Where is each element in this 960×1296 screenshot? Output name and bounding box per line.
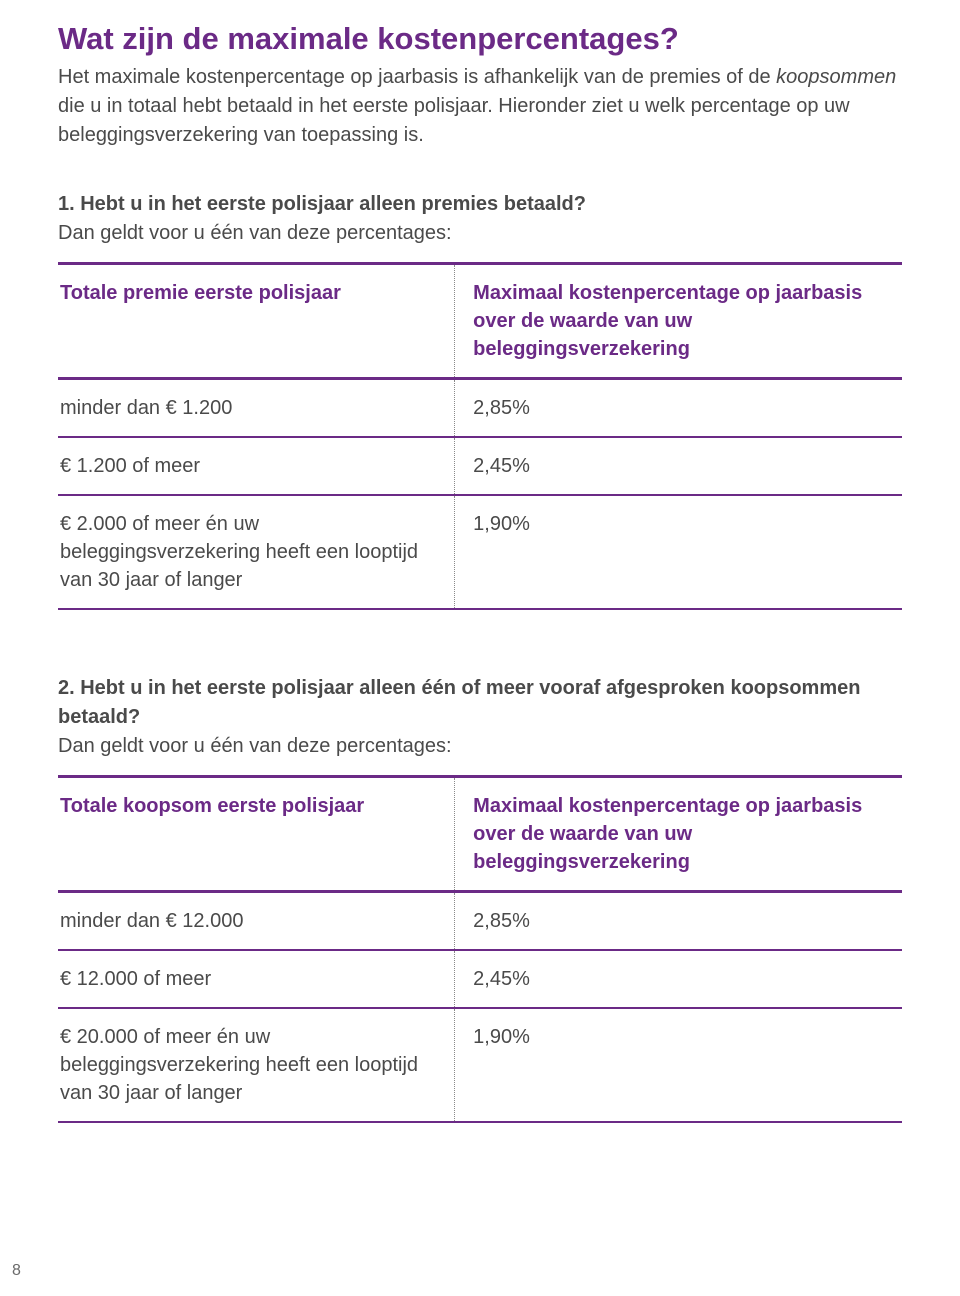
intro-text-2: die u in totaal hebt betaald in het eers… bbox=[58, 95, 850, 146]
section1-subtext: Dan geldt voor u één van deze percentage… bbox=[58, 219, 902, 248]
intro-paragraph: Het maximale kostenpercentage op jaarbas… bbox=[58, 63, 902, 150]
table-cell-left: minder dan € 1.200 bbox=[58, 379, 455, 438]
table-header-right: Maximaal kostenpercentage op jaarbasis o… bbox=[455, 264, 902, 379]
page-number: 8 bbox=[12, 1262, 21, 1280]
table-cell-left: minder dan € 12.000 bbox=[58, 892, 455, 951]
table-header-left: Totale premie eerste polisjaar bbox=[58, 264, 455, 379]
table-section1: Totale premie eerste polisjaar Maximaal … bbox=[58, 262, 902, 610]
table-row: minder dan € 1.200 2,85% bbox=[58, 379, 902, 438]
table-cell-left: € 20.000 of meer én uw beleggingsverzeke… bbox=[58, 1008, 455, 1122]
table-header-right: Maximaal kostenpercentage op jaarbasis o… bbox=[455, 777, 902, 892]
section2-subtext: Dan geldt voor u één van deze percentage… bbox=[58, 732, 902, 761]
intro-italic: koopsommen bbox=[776, 66, 896, 88]
table-cell-left: € 12.000 of meer bbox=[58, 950, 455, 1008]
table-header-row: Totale premie eerste polisjaar Maximaal … bbox=[58, 264, 902, 379]
table-row: minder dan € 12.000 2,85% bbox=[58, 892, 902, 951]
table-cell-right: 1,90% bbox=[455, 495, 902, 609]
table-header-row: Totale koopsom eerste polisjaar Maximaal… bbox=[58, 777, 902, 892]
table-row: € 1.200 of meer 2,45% bbox=[58, 437, 902, 495]
table-row: € 2.000 of meer én uw beleggingsverzeker… bbox=[58, 495, 902, 609]
table-cell-right: 2,45% bbox=[455, 950, 902, 1008]
table-cell-left: € 2.000 of meer én uw beleggingsverzeker… bbox=[58, 495, 455, 609]
table-cell-right: 2,85% bbox=[455, 892, 902, 951]
table-cell-right: 2,45% bbox=[455, 437, 902, 495]
section2-heading: 2. Hebt u in het eerste polisjaar alleen… bbox=[58, 674, 902, 732]
section1-heading: 1. Hebt u in het eerste polisjaar alleen… bbox=[58, 190, 902, 219]
document-page: Wat zijn de maximale kostenpercentages? … bbox=[0, 0, 960, 1296]
table-header-left: Totale koopsom eerste polisjaar bbox=[58, 777, 455, 892]
table-row: € 20.000 of meer én uw beleggingsverzeke… bbox=[58, 1008, 902, 1122]
intro-text-1: Het maximale kostenpercentage op jaarbas… bbox=[58, 66, 776, 88]
table-cell-left: € 1.200 of meer bbox=[58, 437, 455, 495]
table-row: € 12.000 of meer 2,45% bbox=[58, 950, 902, 1008]
table-cell-right: 2,85% bbox=[455, 379, 902, 438]
page-title: Wat zijn de maximale kostenpercentages? bbox=[58, 20, 902, 57]
table-cell-right: 1,90% bbox=[455, 1008, 902, 1122]
table-section2: Totale koopsom eerste polisjaar Maximaal… bbox=[58, 775, 902, 1123]
